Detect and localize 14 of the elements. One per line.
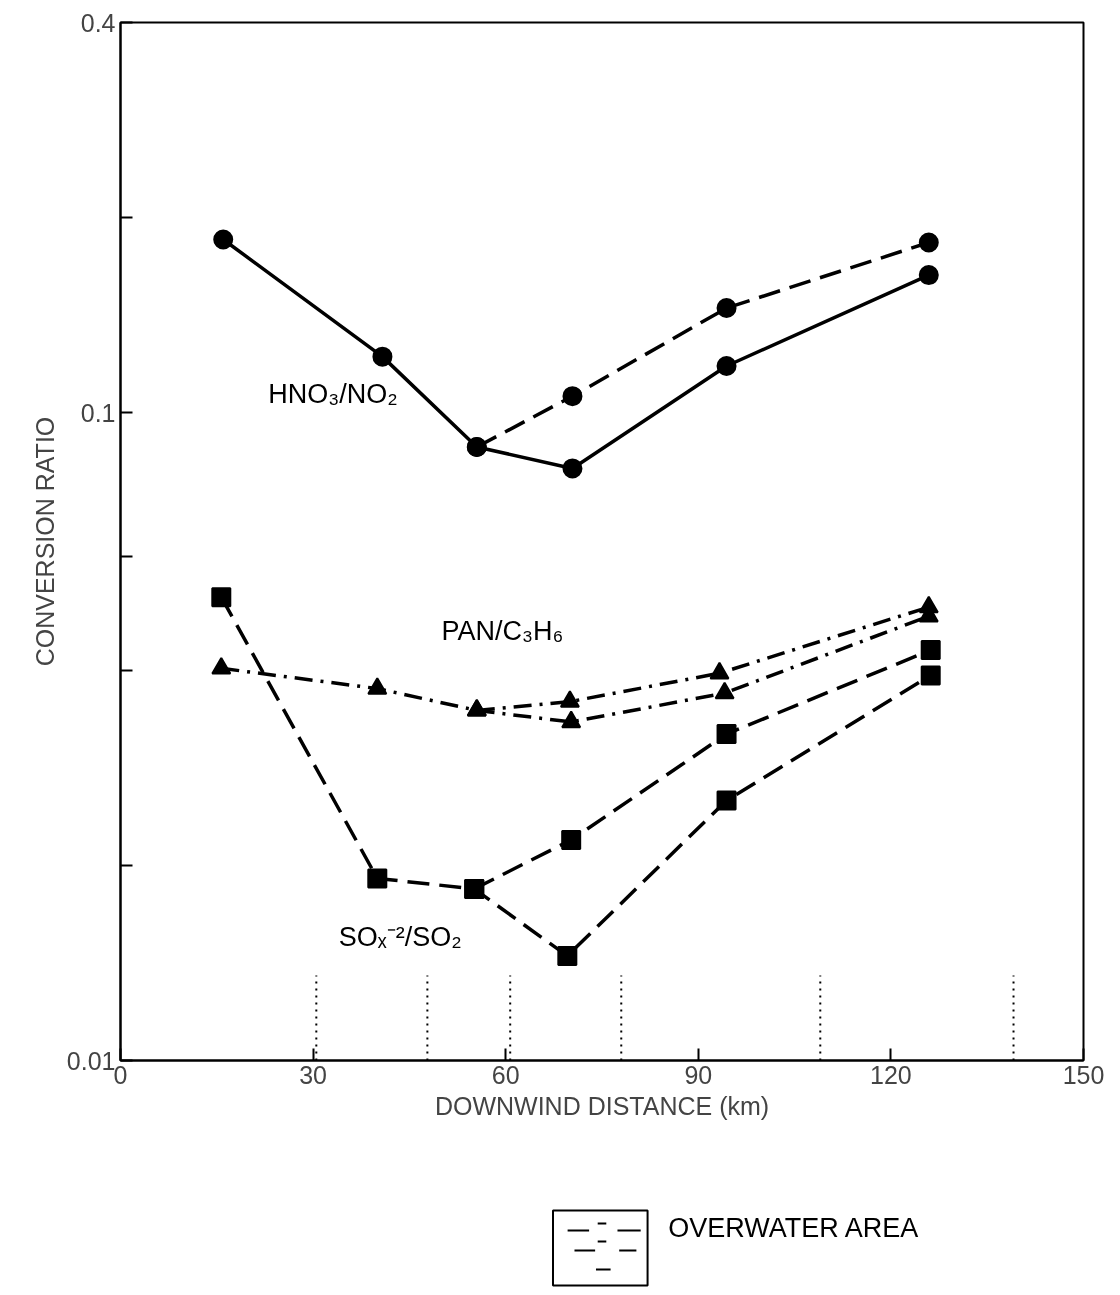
text: OVERWATER AREA	[668, 1212, 919, 1243]
x-tick-label: 30	[299, 1060, 328, 1089]
x-tick-label: 0	[113, 1060, 128, 1089]
x-tick-label: 90	[684, 1060, 713, 1089]
x-axis-title: DOWNWIND DISTANCE (km)	[434, 1091, 770, 1120]
y-tick-label: 0.1	[80, 398, 116, 427]
annotation: PAN/C₃H₆	[441, 616, 564, 647]
x-tick-label: 120	[870, 1060, 912, 1089]
x-tick-label: 150	[1062, 1060, 1105, 1089]
annotation: HNO₃/NO₂	[268, 378, 398, 409]
y-axis-title: CONVERSION RATIO	[30, 416, 59, 667]
y-tick-label: 0.4	[80, 8, 116, 37]
x-tick-label: 60	[491, 1060, 520, 1089]
annotation: SOₓ⁻²/SO₂	[338, 922, 462, 953]
